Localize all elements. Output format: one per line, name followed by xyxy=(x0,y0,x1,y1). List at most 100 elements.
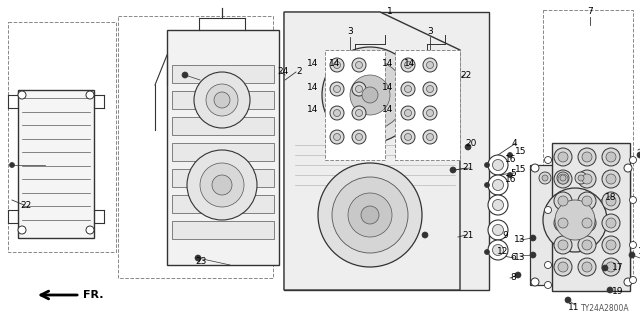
Circle shape xyxy=(404,133,412,140)
Circle shape xyxy=(578,148,596,166)
Circle shape xyxy=(624,278,632,286)
Circle shape xyxy=(582,218,592,228)
Circle shape xyxy=(195,255,201,261)
Circle shape xyxy=(333,133,340,140)
Circle shape xyxy=(18,91,26,99)
Bar xyxy=(543,10,633,277)
Circle shape xyxy=(187,150,257,220)
Circle shape xyxy=(322,47,418,143)
Polygon shape xyxy=(284,12,460,290)
Text: 12: 12 xyxy=(497,247,508,257)
Circle shape xyxy=(484,182,490,188)
Circle shape xyxy=(630,196,637,204)
Circle shape xyxy=(426,85,433,92)
Text: 15: 15 xyxy=(515,165,527,174)
Circle shape xyxy=(582,174,592,184)
Circle shape xyxy=(558,218,568,228)
Circle shape xyxy=(554,192,572,210)
Circle shape xyxy=(578,258,596,276)
Bar xyxy=(325,50,385,160)
Circle shape xyxy=(508,172,513,178)
Circle shape xyxy=(450,167,456,173)
Bar xyxy=(172,143,274,161)
Circle shape xyxy=(606,196,616,206)
Circle shape xyxy=(401,82,415,96)
Circle shape xyxy=(602,148,620,166)
Text: 5: 5 xyxy=(510,169,516,178)
Bar xyxy=(530,165,630,285)
Circle shape xyxy=(355,85,362,92)
Bar xyxy=(118,16,273,278)
Circle shape xyxy=(465,144,471,150)
Circle shape xyxy=(606,174,616,184)
Circle shape xyxy=(352,82,366,96)
Bar xyxy=(172,169,274,187)
Circle shape xyxy=(531,278,539,286)
Circle shape xyxy=(355,109,362,116)
Circle shape xyxy=(582,196,592,206)
Circle shape xyxy=(493,159,504,171)
Bar xyxy=(8,22,116,252)
Circle shape xyxy=(530,235,536,241)
Circle shape xyxy=(355,133,362,140)
Circle shape xyxy=(333,85,340,92)
Circle shape xyxy=(484,250,490,254)
Circle shape xyxy=(554,170,572,188)
Circle shape xyxy=(86,226,94,234)
Text: 21: 21 xyxy=(462,164,474,172)
Circle shape xyxy=(488,240,508,260)
Circle shape xyxy=(542,175,548,181)
Text: 9: 9 xyxy=(502,230,508,239)
Circle shape xyxy=(531,164,539,172)
Circle shape xyxy=(206,84,238,116)
Circle shape xyxy=(422,232,428,238)
Circle shape xyxy=(602,258,620,276)
Circle shape xyxy=(18,226,26,234)
Circle shape xyxy=(602,236,620,254)
Text: 20: 20 xyxy=(465,140,476,148)
Text: 14: 14 xyxy=(381,106,393,115)
Circle shape xyxy=(335,60,405,130)
Text: 16: 16 xyxy=(505,175,516,185)
Circle shape xyxy=(582,262,592,272)
Circle shape xyxy=(333,61,340,68)
Circle shape xyxy=(606,240,616,250)
Circle shape xyxy=(554,148,572,166)
Circle shape xyxy=(404,109,412,116)
Circle shape xyxy=(401,130,415,144)
Text: 14: 14 xyxy=(381,59,393,68)
Bar xyxy=(167,30,279,265)
Circle shape xyxy=(214,92,230,108)
Text: 7: 7 xyxy=(587,7,593,17)
Text: 18: 18 xyxy=(605,193,616,202)
Text: 22: 22 xyxy=(460,70,471,79)
Text: 13: 13 xyxy=(514,253,525,262)
Text: 6: 6 xyxy=(510,253,516,262)
Circle shape xyxy=(630,276,637,284)
Circle shape xyxy=(555,200,595,240)
Circle shape xyxy=(200,163,244,207)
Circle shape xyxy=(578,175,584,181)
Circle shape xyxy=(488,175,508,195)
Circle shape xyxy=(423,58,437,72)
Circle shape xyxy=(508,153,513,157)
Circle shape xyxy=(630,156,637,164)
Text: 14: 14 xyxy=(307,106,318,115)
Circle shape xyxy=(423,130,437,144)
Text: 4: 4 xyxy=(512,139,518,148)
Circle shape xyxy=(602,192,620,210)
Circle shape xyxy=(212,175,232,195)
Circle shape xyxy=(554,214,572,232)
Circle shape xyxy=(575,172,587,184)
Text: 14: 14 xyxy=(404,59,415,68)
Circle shape xyxy=(624,164,632,172)
Bar xyxy=(552,143,630,291)
Bar xyxy=(172,117,274,135)
Circle shape xyxy=(606,262,616,272)
Circle shape xyxy=(582,240,592,250)
Circle shape xyxy=(637,152,640,158)
Circle shape xyxy=(362,87,378,103)
Circle shape xyxy=(352,58,366,72)
Circle shape xyxy=(423,82,437,96)
Circle shape xyxy=(401,106,415,120)
